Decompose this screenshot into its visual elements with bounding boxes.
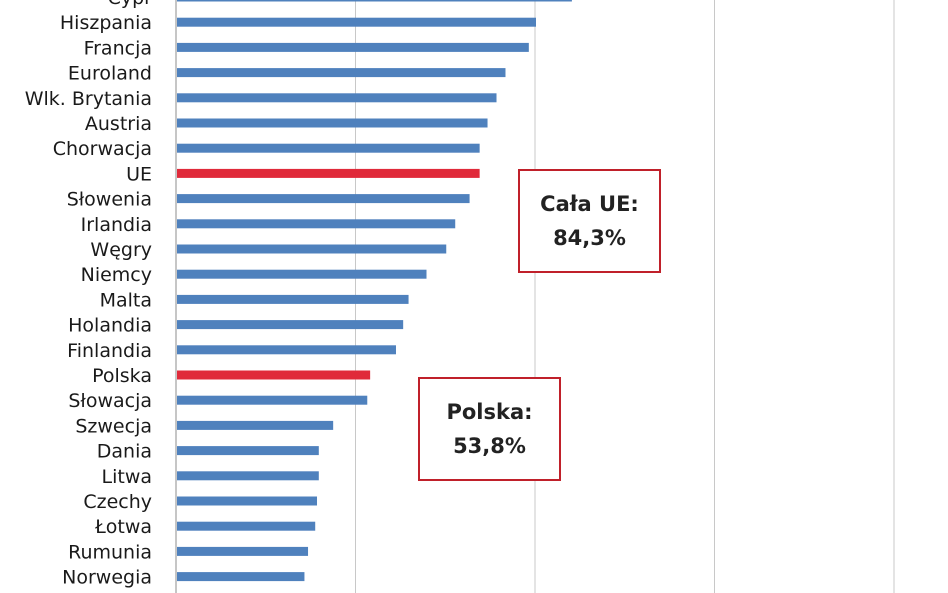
poland-callout: Polska: 53,8% [418, 377, 561, 481]
category-label: Holandia [68, 315, 152, 337]
bar-cypr [177, 0, 572, 2]
category-label: Wlk. Brytania [25, 88, 152, 110]
category-label: UE [126, 163, 152, 185]
bar-węgry [177, 244, 447, 254]
bar-szwecja [177, 420, 334, 430]
gridlines [355, 0, 895, 593]
category-label: Francja [84, 37, 152, 59]
category-label: Niemcy [81, 264, 152, 286]
poland-callout-value: 53,8% [453, 434, 526, 458]
bar-francja [177, 42, 529, 52]
eu-callout-value: 84,3% [553, 226, 626, 250]
category-label: Finlandia [67, 340, 152, 362]
category-label: Litwa [102, 466, 153, 488]
bar-łotwa [177, 521, 316, 531]
category-label: Chorwacja [53, 138, 152, 160]
bar-rumunia [177, 546, 309, 556]
category-label: Czechy [83, 491, 152, 513]
bar-ue [177, 168, 480, 178]
bar-niemcy [177, 269, 427, 279]
bar-holandia [177, 320, 404, 330]
poland-callout-title: Polska: [446, 400, 533, 424]
category-label: Euroland [68, 63, 152, 85]
category-label: Austria [85, 113, 152, 135]
bar-słowacja [177, 395, 368, 405]
category-label: Hiszpania [60, 12, 152, 34]
bar-słowenia [177, 194, 470, 204]
category-label: Słowacja [68, 390, 152, 412]
bar-chorwacja [177, 143, 480, 153]
bar-polska [177, 370, 371, 380]
category-label: Łotwa [94, 516, 152, 538]
category-labels: Cypr Hiszpania Francja Euroland Wlk. Brytani… [25, 0, 152, 589]
category-label: Dania [97, 441, 152, 463]
category-label: Węgry [90, 239, 152, 261]
eu-callout-title: Cała UE: [540, 192, 639, 216]
bars [177, 0, 572, 582]
category-label: Polska [92, 365, 152, 387]
category-label: Malta [100, 289, 152, 311]
category-label: Szwecja [75, 415, 152, 437]
bar-litwa [177, 471, 319, 481]
category-label: Rumunia [68, 541, 152, 563]
bar-malta [177, 294, 409, 304]
eu-callout: Cała UE: 84,3% [518, 169, 661, 273]
bar-euroland [177, 68, 506, 78]
bar-hiszpania [177, 17, 536, 27]
category-label: Norwegia [62, 567, 152, 589]
category-label: Cypr [108, 0, 153, 9]
bar-finlandia [177, 345, 396, 355]
bar-wlk-brytania [177, 93, 497, 103]
category-label: Słowenia [67, 189, 152, 211]
category-label: Irlandia [81, 214, 152, 236]
bar-norwegia [177, 572, 305, 582]
bar-dania [177, 446, 319, 456]
bar-czechy [177, 496, 318, 506]
bar-irlandia [177, 219, 456, 229]
bar-austria [177, 118, 488, 128]
